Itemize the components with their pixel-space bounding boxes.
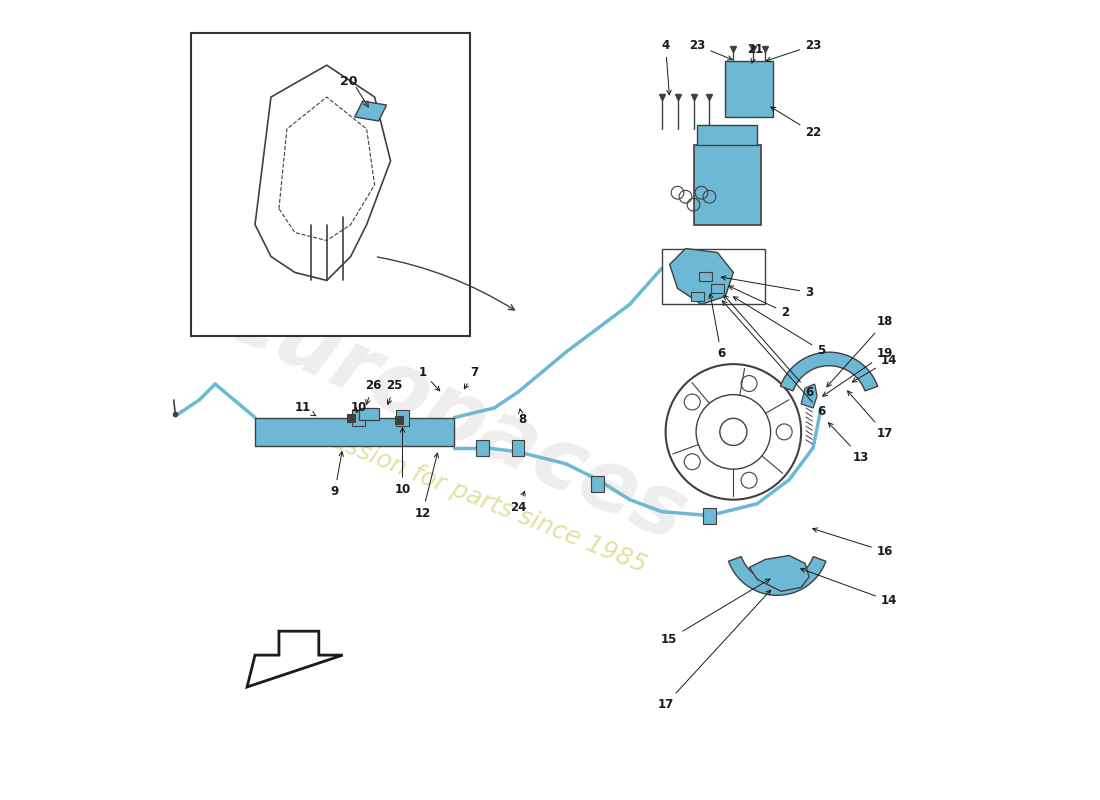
Text: 23: 23 bbox=[767, 38, 822, 62]
Text: 6: 6 bbox=[708, 294, 725, 360]
Bar bbox=[346, 414, 354, 422]
Text: a passion for parts since 1985: a passion for parts since 1985 bbox=[290, 414, 650, 578]
Text: 7: 7 bbox=[464, 366, 478, 389]
Bar bbox=[697, 125, 757, 145]
Bar bbox=[352, 410, 365, 426]
Bar bbox=[703, 508, 716, 523]
Polygon shape bbox=[248, 631, 343, 687]
Text: 9: 9 bbox=[331, 452, 343, 498]
Text: 4: 4 bbox=[661, 38, 671, 94]
Text: 26: 26 bbox=[365, 379, 382, 404]
Text: 11: 11 bbox=[295, 402, 316, 416]
Polygon shape bbox=[728, 557, 826, 595]
Polygon shape bbox=[670, 249, 734, 304]
Text: 6: 6 bbox=[724, 295, 813, 398]
Text: 13: 13 bbox=[828, 422, 869, 464]
Bar bbox=[476, 440, 488, 456]
Text: 16: 16 bbox=[813, 528, 893, 558]
Bar bbox=[661, 249, 766, 304]
Text: 10: 10 bbox=[395, 428, 410, 496]
Text: 18: 18 bbox=[827, 315, 893, 386]
Bar bbox=[512, 440, 525, 456]
Text: europaces: europaces bbox=[209, 272, 700, 559]
Polygon shape bbox=[801, 384, 817, 408]
Bar bbox=[711, 284, 724, 293]
Text: 5: 5 bbox=[734, 297, 825, 357]
Text: 8: 8 bbox=[518, 409, 526, 426]
Text: 22: 22 bbox=[771, 107, 822, 139]
Text: 17: 17 bbox=[658, 590, 771, 711]
Text: 19: 19 bbox=[823, 347, 893, 396]
Text: 17: 17 bbox=[847, 391, 893, 440]
Text: 23: 23 bbox=[690, 38, 733, 60]
Text: 3: 3 bbox=[722, 276, 813, 299]
FancyBboxPatch shape bbox=[191, 34, 471, 336]
Text: 15: 15 bbox=[661, 579, 770, 646]
Bar bbox=[395, 416, 403, 424]
Polygon shape bbox=[255, 418, 454, 446]
Text: 1: 1 bbox=[418, 366, 440, 390]
Bar bbox=[691, 291, 704, 301]
Text: 6: 6 bbox=[723, 301, 825, 418]
Polygon shape bbox=[354, 101, 386, 121]
Text: 2: 2 bbox=[729, 286, 790, 319]
Text: 21: 21 bbox=[748, 42, 763, 63]
Text: 14: 14 bbox=[852, 354, 898, 382]
Bar bbox=[693, 145, 761, 225]
Bar bbox=[592, 476, 604, 492]
Polygon shape bbox=[780, 352, 878, 391]
Bar bbox=[725, 61, 773, 117]
Polygon shape bbox=[749, 555, 810, 591]
Bar bbox=[359, 408, 378, 420]
Text: 20: 20 bbox=[340, 74, 358, 88]
Text: 10: 10 bbox=[351, 402, 366, 414]
Text: 14: 14 bbox=[801, 568, 898, 607]
Text: 24: 24 bbox=[510, 491, 526, 514]
Text: 25: 25 bbox=[386, 379, 403, 404]
Bar bbox=[700, 272, 712, 282]
Bar bbox=[396, 410, 409, 426]
Text: 12: 12 bbox=[415, 453, 439, 520]
